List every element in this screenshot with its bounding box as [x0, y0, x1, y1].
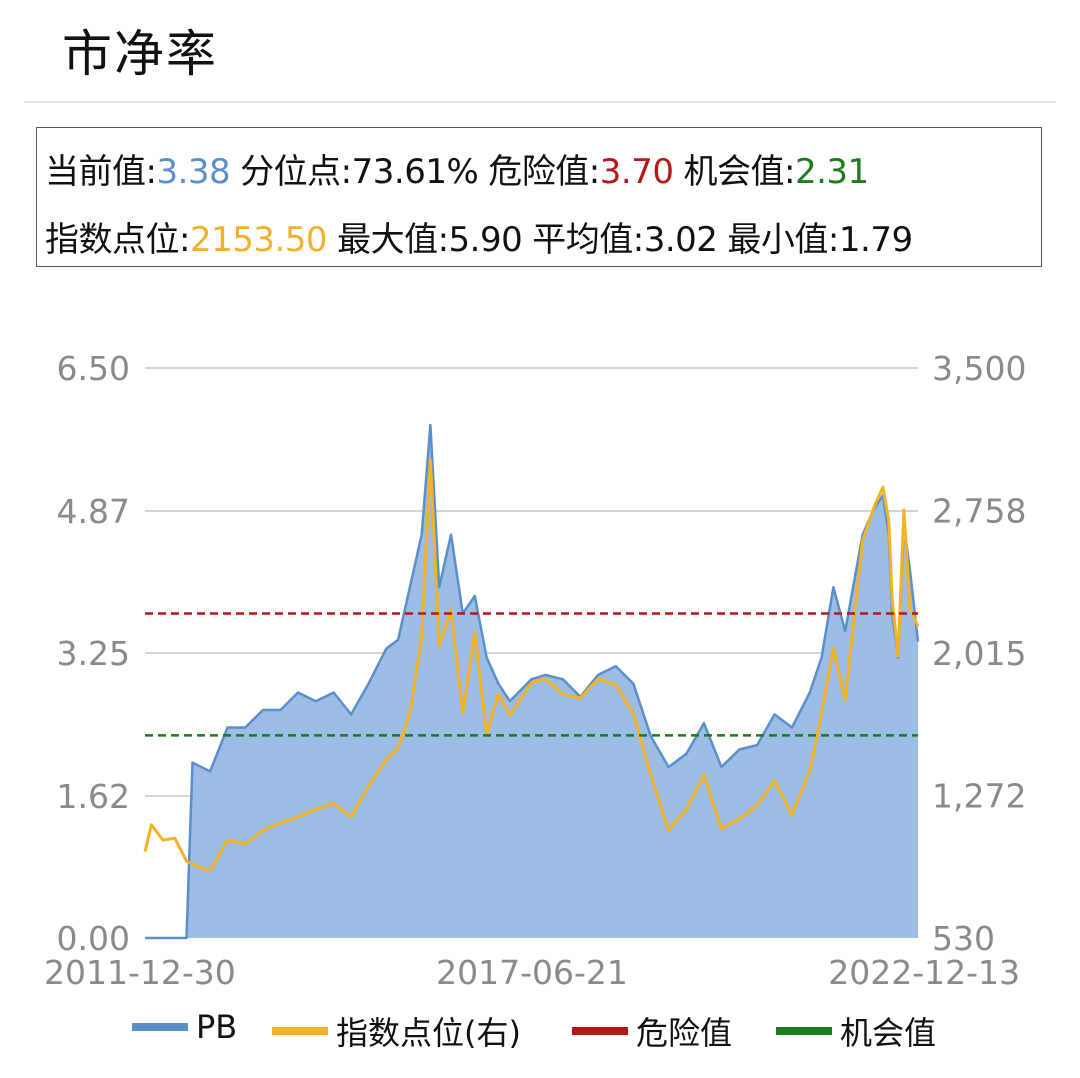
y-right-tick-label: 1,272 — [932, 777, 1026, 816]
index-value: 2153.50 — [189, 220, 328, 260]
legend-label-danger: 危险值 — [636, 1014, 733, 1052]
index-label: 指数点位: — [45, 220, 190, 260]
opportunity-value: 2.31 — [794, 152, 869, 192]
reference-lines-layer — [145, 612, 918, 737]
percentile-label: 分位点: — [240, 152, 352, 192]
y-left-tick-label: 1.62 — [57, 777, 130, 816]
legend-swatch-pb — [132, 1023, 188, 1031]
legend-item-danger[interactable]: 危险值 — [572, 1008, 732, 1054]
percentile-value: 73.61% — [351, 152, 479, 192]
pb-chart: 0.00 1.62 3.25 4.87 6.50 530 1,272 2,015 2,758 3,… — [44, 349, 1026, 992]
legend-label-pb: PB — [196, 1008, 238, 1046]
avg-value: 3.02 — [643, 220, 718, 260]
y-left-tick-label: 0.00 — [57, 919, 130, 958]
legend-item-pb[interactable]: PB — [132, 1008, 237, 1046]
series-layer — [143, 423, 920, 940]
page-title: 市净率 — [62, 25, 218, 83]
y-left-tick-label: 4.87 — [57, 492, 130, 531]
min-label: 最小值: — [727, 220, 839, 260]
y-left-tick-label: 3.25 — [57, 634, 130, 673]
legend-item-opportunity[interactable]: 机会值 — [776, 1008, 936, 1054]
y-right-tick-label: 2,758 — [932, 491, 1026, 530]
opportunity-label: 机会值: — [683, 152, 795, 192]
legend-label-opportunity: 机会值 — [840, 1014, 937, 1052]
min-value: 1.79 — [838, 220, 913, 260]
pb-line — [145, 423, 920, 940]
y-left-tick-label: 6.50 — [57, 349, 130, 388]
title-divider — [24, 101, 1056, 103]
chart-legend: PB 指数点位(右) 危险值 机会值 — [0, 1008, 1080, 1058]
legend-swatch-danger — [572, 1027, 628, 1035]
x-tick-label: 2022-12-13 — [828, 953, 1020, 992]
current-label: 当前值: — [45, 152, 157, 192]
y-right-tick-label: 3,500 — [932, 349, 1026, 388]
avg-label: 平均值: — [532, 220, 644, 260]
legend-item-index[interactable]: 指数点位(右) — [272, 1008, 521, 1054]
stats-row-1: 当前值:3.38 分位点:73.61% 危险值:3.70 机会值:2.31 — [45, 144, 869, 193]
y-right-tick-label: 530 — [932, 919, 995, 958]
legend-swatch-opportunity — [776, 1027, 832, 1035]
y-right-tick-label: 2,015 — [932, 634, 1026, 673]
danger-label: 危险值: — [488, 152, 600, 192]
axis-labels-layer: 0.00 1.62 3.25 4.87 6.50 530 1,272 2,015 2,758 3,… — [44, 349, 1026, 992]
index-line — [143, 458, 920, 873]
legend-label-index: 指数点位(右) — [336, 1014, 521, 1052]
max-value: 5.90 — [448, 220, 523, 260]
stats-panel: 当前值:3.38 分位点:73.61% 危险值:3.70 机会值:2.31 指数点位:… — [36, 127, 1042, 267]
legend-swatch-index — [272, 1027, 328, 1035]
x-tick-label: 2011-12-30 — [44, 953, 236, 992]
current-value: 3.38 — [156, 152, 231, 192]
max-label: 最大值: — [337, 220, 449, 260]
x-tick-label: 2017-06-21 — [436, 953, 628, 992]
stats-row-2: 指数点位:2153.50 最大值:5.90 平均值:3.02 最小值:1.79 — [45, 212, 913, 261]
danger-value: 3.70 — [599, 152, 674, 192]
